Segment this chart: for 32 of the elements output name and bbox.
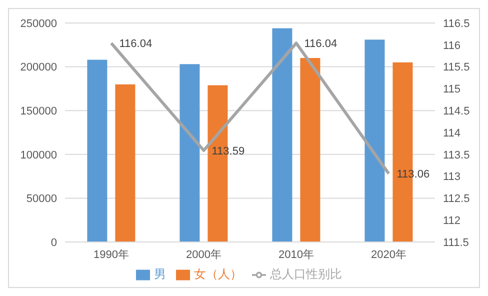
y-tick-label: 100000 bbox=[20, 149, 57, 162]
legend-label: 女（人） bbox=[194, 267, 242, 281]
y-tick-label: 0 bbox=[50, 236, 57, 249]
bar bbox=[272, 28, 292, 242]
bar bbox=[180, 64, 200, 242]
x-tick-label: 1990年 bbox=[94, 248, 129, 261]
legend-label: 总人口性别比 bbox=[270, 267, 342, 281]
y2-tick-label: 113.5 bbox=[443, 149, 470, 162]
y2-tick-label: 112 bbox=[443, 215, 461, 228]
y-tick-label: 200000 bbox=[20, 62, 57, 74]
y2-tick-label: 115 bbox=[443, 84, 461, 96]
y2-tick-label: 112.5 bbox=[443, 193, 470, 206]
bar bbox=[87, 60, 108, 242]
legend-label: 男 bbox=[154, 267, 166, 281]
y2-tick-label: 116.5 bbox=[443, 18, 470, 30]
y2-tick-label: 114 bbox=[443, 127, 461, 140]
y-tick-label: 250000 bbox=[20, 18, 57, 30]
x-tick-label: 2000年 bbox=[186, 248, 222, 261]
y2-tick-label: 114.5 bbox=[443, 106, 470, 118]
bar bbox=[300, 58, 320, 242]
y2-tick-label: 111.5 bbox=[443, 236, 469, 249]
bar bbox=[115, 84, 136, 242]
x-tick-label: 2010年 bbox=[278, 248, 314, 261]
y-tick-label: 150000 bbox=[20, 106, 57, 118]
y2-tick-label: 116 bbox=[443, 40, 461, 52]
data-label: 116.04 bbox=[304, 38, 338, 50]
data-label: 116.04 bbox=[119, 38, 152, 50]
y-tick-label: 50000 bbox=[26, 193, 57, 206]
y2-tick-label: 113 bbox=[443, 171, 461, 184]
x-tick-label: 2020年 bbox=[371, 248, 406, 261]
y2-tick-label: 115.5 bbox=[443, 62, 470, 74]
bar bbox=[364, 40, 385, 242]
